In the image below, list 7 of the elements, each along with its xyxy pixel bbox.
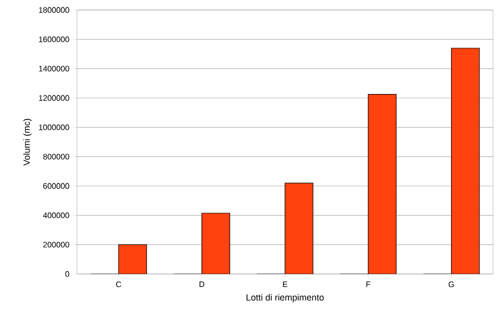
bar bbox=[368, 94, 396, 274]
bar bbox=[284, 182, 314, 274]
y-axis-title: Volumi (mc) bbox=[23, 118, 32, 166]
x-axis-title: Lotti di riempimento bbox=[246, 294, 324, 302]
bar bbox=[118, 244, 147, 274]
bar bbox=[451, 48, 480, 274]
bar bbox=[202, 212, 230, 274]
